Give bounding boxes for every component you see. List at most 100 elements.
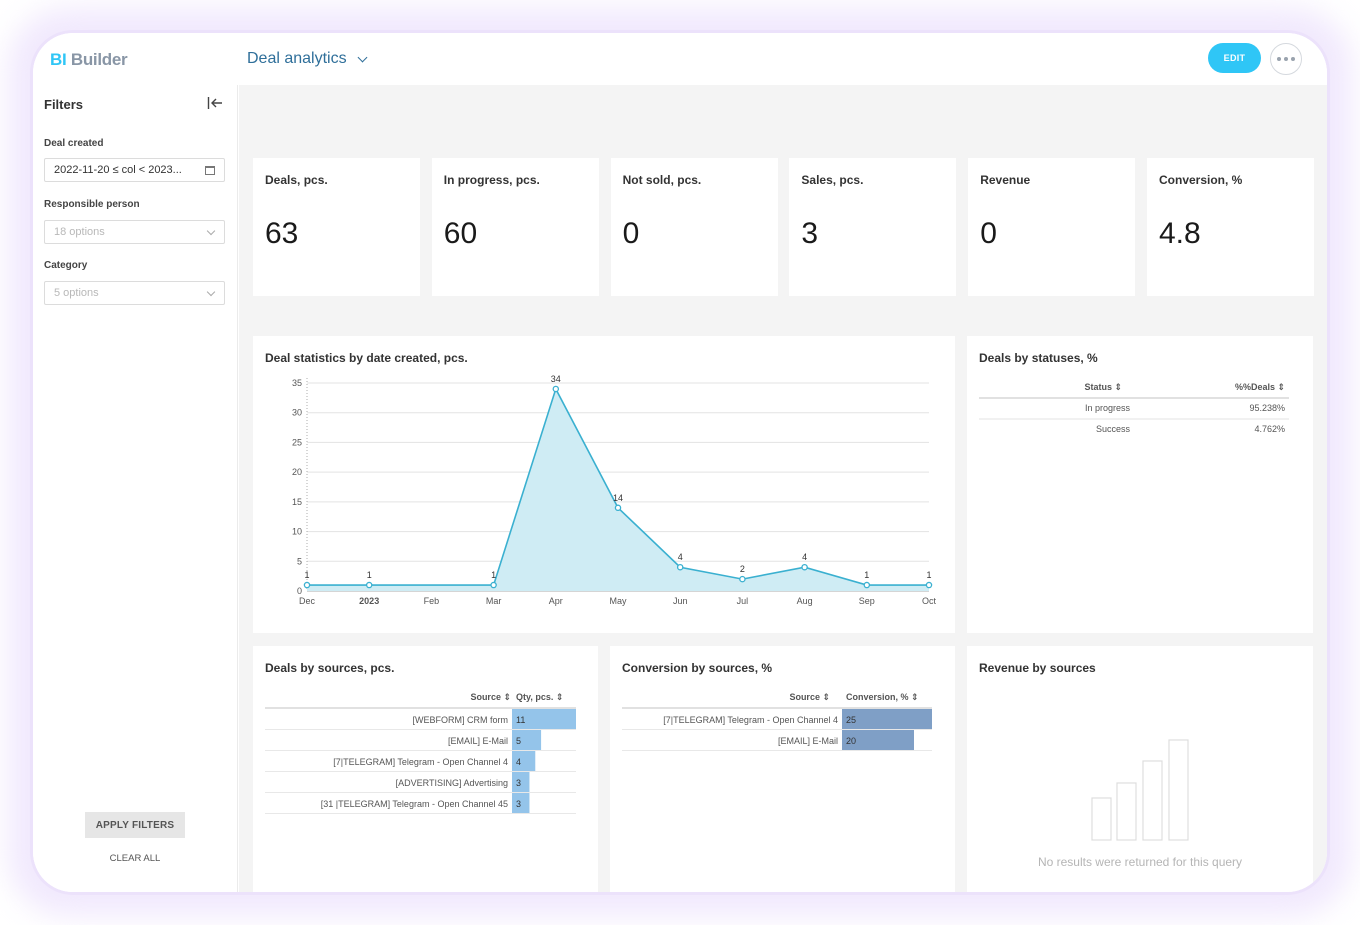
deal-statistics-card: Deal statistics by date created, pcs. 0 5… <box>253 336 955 633</box>
chevron-down-icon <box>206 226 216 236</box>
dot-icon <box>1291 57 1295 61</box>
y-tick-label: 30 <box>292 408 302 418</box>
kpi-card: Sales, pcs. 3 <box>789 158 957 296</box>
data-point <box>676 563 684 571</box>
x-tick-label: 2023 <box>359 596 379 606</box>
percent-cell: 4.762% <box>1254 424 1285 434</box>
kpi-value: 4.8 <box>1159 217 1201 250</box>
dashboard-title-dropdown[interactable]: Deal analytics <box>247 50 368 68</box>
data-label: 14 <box>613 493 623 503</box>
y-tick-label: 5 <box>297 556 302 566</box>
no-results-message: No results were returned for this query <box>1037 855 1243 869</box>
top-header: BI Builder Deal analytics EDIT <box>33 33 1327 85</box>
status-cell: Success <box>1096 424 1131 434</box>
filters-sidebar: Filters Deal created 2022-11-20 ≤ col < … <box>33 85 238 892</box>
data-point <box>552 385 560 393</box>
value-label: 20 <box>846 736 856 746</box>
source-cell: [EMAIL] E-Mail <box>448 736 508 746</box>
edit-button[interactable]: EDIT <box>1208 43 1261 73</box>
deal-created-label: Deal created <box>44 138 104 149</box>
series-area <box>307 388 929 591</box>
kpi-title: Sales, pcs. <box>801 173 864 187</box>
dot-icon <box>1284 57 1288 61</box>
deals-by-sources-card: Deals by sources, pcs. Source ⇕ Qty, pcs.… <box>253 646 598 892</box>
kpi-card: Conversion, % 4.8 <box>1147 158 1314 296</box>
x-tick-label: Dec <box>299 596 316 606</box>
more-options-button[interactable] <box>1270 43 1302 75</box>
data-point <box>614 504 622 512</box>
value-label: 3 <box>516 799 521 809</box>
percent-cell: 95.238% <box>1249 403 1285 413</box>
x-tick-label: Aug <box>797 596 813 606</box>
conversion-by-sources-table: Source ⇕ Conversion, % ⇕ [7|TELEGRAM] Tele… <box>622 692 932 751</box>
y-tick-label: 15 <box>292 497 302 507</box>
y-tick-label: 0 <box>297 586 302 596</box>
card-title: Deals by statuses, % <box>979 351 1098 365</box>
x-tick-label: Oct <box>922 596 937 606</box>
kpi-title: Conversion, % <box>1159 173 1243 187</box>
column-header: Conversion, % ⇕ <box>846 692 919 702</box>
chevron-down-icon <box>206 287 216 297</box>
kpi-title: Revenue <box>980 173 1031 187</box>
kpi-value: 63 <box>265 217 299 250</box>
y-tick-label: 10 <box>292 527 302 537</box>
data-label: 1 <box>864 570 869 580</box>
kpi-card: Revenue 0 <box>968 158 1136 296</box>
chart-title: Deal statistics by date created, pcs. <box>265 351 468 365</box>
bar <box>512 709 576 729</box>
bar <box>512 793 530 813</box>
category-select[interactable]: 5 options <box>44 281 225 305</box>
card-title: Deals by sources, pcs. <box>265 661 395 675</box>
kpi-card: Deals, pcs. 63 <box>253 158 420 296</box>
card-title: Revenue by sources <box>979 661 1096 675</box>
empty-chart-icon <box>1091 739 1189 841</box>
calendar-icon <box>205 166 215 175</box>
x-tick-label: Mar <box>486 596 502 606</box>
column-header: Status ⇕ <box>1084 382 1122 392</box>
data-point <box>490 581 497 589</box>
source-cell: [7|TELEGRAM] Telegram - Open Channel 4 <box>663 715 838 725</box>
data-point <box>863 581 871 589</box>
kpi-title: In progress, pcs. <box>443 173 540 187</box>
apply-filters-button[interactable]: APPLY FILTERS <box>85 812 185 838</box>
value-label: 11 <box>516 715 525 725</box>
kpi-value: 0 <box>980 217 997 250</box>
kpi-title: Deals, pcs. <box>265 173 328 187</box>
app-window: BI Builder Deal analytics EDIT Filters D… <box>33 33 1327 892</box>
responsible-person-select[interactable]: 18 options <box>44 220 225 244</box>
bar <box>842 709 932 729</box>
column-header: Source ⇕ <box>470 692 511 702</box>
data-point <box>739 575 746 583</box>
bar <box>512 751 536 771</box>
data-point <box>925 581 933 589</box>
data-point <box>801 563 808 571</box>
card-title: Conversion by sources, % <box>622 661 773 675</box>
source-cell: [7|TELEGRAM] Telegram - Open Channel 4 <box>333 757 508 767</box>
dashboard-title: Deal analytics <box>247 50 347 67</box>
clear-all-button[interactable]: CLEAR ALL <box>109 853 161 864</box>
data-label: 1 <box>926 570 931 580</box>
x-tick-label: Apr <box>549 596 563 606</box>
revenue-by-sources-card: Revenue by sources No results were retur… <box>967 646 1313 892</box>
source-cell: [31 |TELEGRAM] Telegram - Open Channel 4… <box>321 799 508 809</box>
deal-statistics-chart: 0 5 10 15 20 25 30 35 Dec 2023 Feb Mar Apr May Jun Jul A… <box>292 374 937 606</box>
collapse-sidebar-icon[interactable] <box>207 96 223 110</box>
kpi-card: Not sold, pcs. 0 <box>610 158 778 296</box>
x-tick-label: Feb <box>424 596 440 606</box>
x-tick-label: Jul <box>737 596 749 606</box>
column-header: Source ⇕ <box>789 692 830 702</box>
data-label: 34 <box>551 374 561 384</box>
source-cell: [EMAIL] E-Mail <box>778 736 838 746</box>
source-cell: [WEBFORM] CRM form <box>413 715 509 725</box>
conversion-by-sources-card: Conversion by sources, % Source ⇕ Convers… <box>610 646 955 892</box>
bar <box>512 772 530 792</box>
data-point <box>365 581 373 589</box>
app-logo[interactable]: BI Builder <box>50 50 128 69</box>
dashboard-canvas: Deals, pcs. 63 In progress, pcs. 60 Not sold… <box>239 85 1327 892</box>
value-label: 3 <box>516 778 521 788</box>
series-line <box>307 386 929 586</box>
column-header: Qty, pcs. ⇕ <box>516 692 563 702</box>
deal-created-field[interactable]: 2022-11-20 ≤ col < 2023... <box>44 158 225 182</box>
data-label: 1 <box>491 570 496 580</box>
deals-by-sources-table: Source ⇕ Qty, pcs. ⇕ [WEBFORM] CRM form 11 [… <box>265 692 576 814</box>
